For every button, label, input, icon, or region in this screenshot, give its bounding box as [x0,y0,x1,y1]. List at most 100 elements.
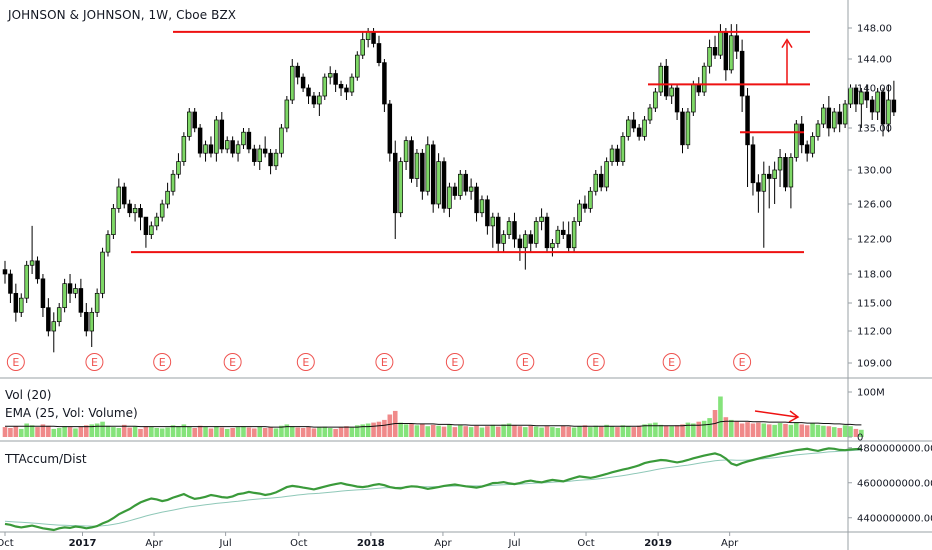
volume-bar [853,428,859,437]
candle-body [127,203,132,214]
volume-bar [788,424,794,437]
earnings-marker [85,353,104,371]
volume-bar [631,427,637,437]
price-tick-label: 126.00 [857,200,892,211]
candle-body [165,190,170,205]
earnings-marker [6,353,25,371]
candle-body [365,31,371,40]
earnings-marker-label: E [12,356,19,369]
candle-body [750,144,756,184]
volume-bar [441,426,447,437]
candle-body [739,50,745,97]
volume-bar [653,422,658,437]
candle-body [577,203,582,222]
volume-bar [289,426,295,437]
candle-body [29,260,35,266]
volume-bar [284,424,290,437]
candle-body [224,140,230,150]
candle-body [252,148,257,162]
volume-bar [447,424,452,437]
candle-body [176,161,181,175]
candle-body [40,278,46,309]
candle-body [78,288,84,313]
volume-bar [642,424,647,437]
volume-bar [831,427,837,437]
volume-bar [192,428,197,437]
volume-bar [165,427,170,437]
volume-bar [452,427,458,437]
volume-bar [691,423,696,437]
candle-body [35,260,40,280]
volume-bar [149,427,154,437]
candle-body [777,157,783,171]
volume-bar [300,428,306,437]
volume-bar [2,427,8,437]
volume-bar [338,427,344,437]
time-tick-label: Oct [0,538,14,549]
volume-bar [224,428,230,437]
volume-bar [252,428,257,437]
volume-bar [577,426,582,437]
volume-arrow-shaft [754,410,798,418]
volume-bar [528,425,534,437]
candle-body [284,99,290,129]
volume-bar [658,424,664,437]
candle-body [891,99,897,113]
candle-body [121,186,127,205]
volume-bar [609,426,615,437]
candle-body [414,152,420,179]
volume-bar [707,418,712,437]
earnings-marker-label: E [739,356,746,369]
volume-bar [485,426,490,437]
candle-body [642,119,647,137]
candle-body [143,216,149,235]
candle-body [425,144,431,192]
candle-body [701,65,707,93]
candle-body [680,111,685,146]
volume-bar [598,426,604,437]
candle-body [116,186,122,209]
annotations [131,30,810,423]
candle-body [338,84,344,89]
candle-body [707,47,712,67]
time-tick-label: Jul [219,538,232,549]
candle-body [886,99,891,125]
candle-body [73,288,78,294]
earnings-marker [223,353,242,371]
candle-body [864,91,870,101]
candle-body [506,221,512,235]
candle-body [485,199,490,227]
ema-label: EMA (25, Vol: Volume) [5,406,138,420]
candle-body [658,65,664,93]
volume-bar [750,423,756,437]
volume-bar [257,426,263,437]
price-tick-label: 118.00 [857,270,892,281]
candle-body [89,311,94,332]
price-tick-label: 115.00 [857,299,892,310]
candle-body [463,173,468,192]
candle-body [355,54,360,78]
candle-body [230,140,235,154]
candle-body [555,229,561,244]
candle-body [490,216,496,227]
candle-body [420,152,425,192]
volume-bar [512,425,517,437]
volume-bar [51,428,57,437]
volume-bar [186,426,192,437]
time-tick-label: Oct [577,538,594,549]
candle-body [56,307,62,323]
earnings-marker [296,353,315,371]
volume-bar [268,427,273,437]
volume-bar [143,426,149,437]
volume-bar [409,423,414,437]
candle-body [539,216,544,222]
candle-body [674,87,680,113]
volume-bar [116,428,122,437]
candle-body [360,39,365,56]
volume-bar [539,427,544,437]
volume-bar [8,428,13,437]
volume-bar [848,426,853,437]
candle-body [382,62,387,105]
candle-body [436,161,441,205]
